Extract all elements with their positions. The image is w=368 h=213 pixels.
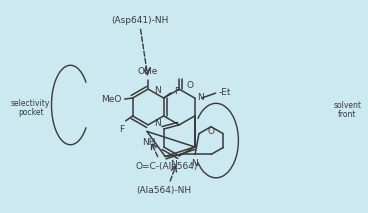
- Text: N: N: [170, 160, 177, 169]
- Text: O: O: [186, 81, 193, 90]
- Text: N: N: [154, 86, 161, 95]
- Text: selectivity: selectivity: [11, 99, 50, 108]
- Text: NH: NH: [142, 138, 156, 147]
- Text: N: N: [154, 119, 161, 128]
- Text: O: O: [208, 127, 215, 136]
- Text: pocket: pocket: [18, 108, 43, 117]
- Text: F: F: [120, 125, 125, 134]
- Text: (Asp641)-NH: (Asp641)-NH: [112, 16, 169, 25]
- Text: MeO: MeO: [101, 95, 122, 104]
- Text: solvent: solvent: [333, 101, 361, 109]
- Text: N: N: [197, 93, 204, 102]
- Text: (Ala564)-NH: (Ala564)-NH: [137, 186, 192, 195]
- Text: F: F: [174, 87, 179, 96]
- Text: N: N: [191, 160, 198, 168]
- Text: front: front: [338, 111, 357, 119]
- Text: O=C-(Ala564): O=C-(Ala564): [136, 162, 198, 171]
- Text: OMe: OMe: [138, 67, 158, 76]
- Text: -Et: -Et: [219, 88, 231, 96]
